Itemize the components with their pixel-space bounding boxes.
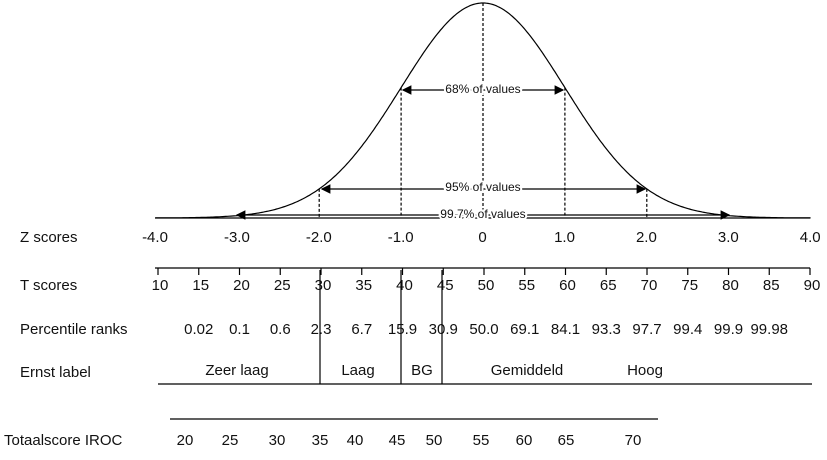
t-label: 25	[274, 277, 291, 294]
totaal-label: 25	[222, 432, 239, 449]
ernst-label: Hoog	[627, 362, 663, 379]
t-label: 15	[192, 277, 209, 294]
totaal-label: 30	[269, 432, 286, 449]
t-label: 55	[518, 277, 535, 294]
annotation: 68% of values	[445, 82, 520, 96]
t-label: 20	[233, 277, 250, 294]
t-label: 50	[478, 277, 495, 294]
t-label: 60	[559, 277, 576, 294]
percentile-label: 93.3	[592, 321, 621, 338]
t-label: 85	[763, 277, 780, 294]
percentile-label: 69.1	[510, 321, 539, 338]
percentile-label: 0.02	[184, 321, 213, 338]
totaal-label: 45	[389, 432, 406, 449]
percentile-label: 97.7	[632, 321, 661, 338]
t-label: 80	[722, 277, 739, 294]
percentile-label: 99.9	[714, 321, 743, 338]
percentile-label: 30.9	[429, 321, 458, 338]
percentile-label: 15.9	[388, 321, 417, 338]
totaal-label: 20	[177, 432, 194, 449]
percentile-label: 0.1	[229, 321, 250, 338]
ernst-label: Laag	[341, 362, 374, 379]
percentile-label: 2.3	[311, 321, 332, 338]
totaal-label: 70	[625, 432, 642, 449]
ernst-label: Zeer laag	[205, 362, 268, 379]
z-label: -3.0	[224, 229, 250, 246]
t-label: 35	[355, 277, 372, 294]
percentile-label: 50.0	[469, 321, 498, 338]
z-label: 4.0	[800, 229, 821, 246]
z-label: -2.0	[306, 229, 332, 246]
totaal-label: 60	[516, 432, 533, 449]
percentile-label: 0.6	[270, 321, 291, 338]
totaal-label: 55	[473, 432, 490, 449]
z-label: 0	[478, 229, 486, 246]
z-label: 1.0	[554, 229, 575, 246]
ernst-label: BG	[411, 362, 433, 379]
annotation: 95% of values	[445, 180, 520, 194]
percentile-label: 6.7	[351, 321, 372, 338]
totaal-label: 65	[558, 432, 575, 449]
percentile-label: 99.98	[750, 321, 788, 338]
totaal-label: 50	[426, 432, 443, 449]
z-label: -4.0	[142, 229, 168, 246]
t-label: 70	[641, 277, 658, 294]
z-label: -1.0	[388, 229, 414, 246]
row-label: Ernst label	[20, 364, 91, 381]
percentile-label: 99.4	[673, 321, 702, 338]
annotation: 99.7% of values	[440, 207, 525, 221]
t-label: 65	[600, 277, 617, 294]
row-label: Percentile ranks	[20, 321, 128, 338]
row-label: Z scores	[20, 229, 78, 246]
t-label: 30	[315, 277, 332, 294]
t-label: 10	[152, 277, 169, 294]
row-label: Totaalscore IROC	[4, 432, 123, 449]
ernst-label: Gemiddeld	[491, 362, 564, 379]
t-label: 90	[804, 277, 821, 294]
z-label: 3.0	[718, 229, 739, 246]
percentile-label: 84.1	[551, 321, 580, 338]
t-label: 75	[681, 277, 698, 294]
z-label: 2.0	[636, 229, 657, 246]
row-label: T scores	[20, 277, 77, 294]
t-label: 45	[437, 277, 454, 294]
t-label: 40	[396, 277, 413, 294]
totaal-label: 40	[347, 432, 364, 449]
totaal-label: 35	[312, 432, 329, 449]
